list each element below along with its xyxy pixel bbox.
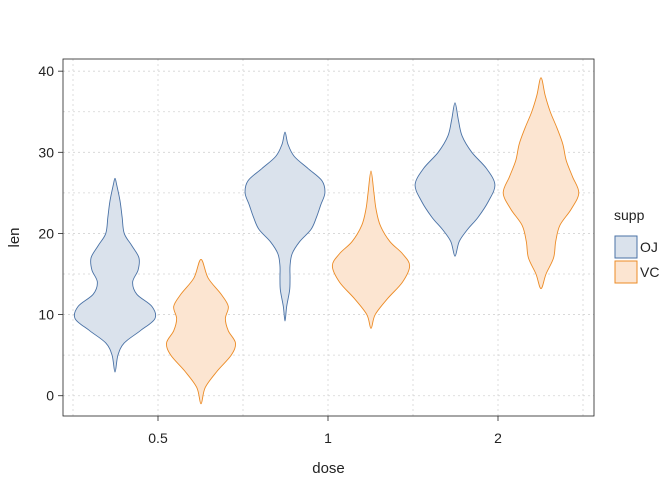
violin-oj-dose-0_5: [73, 177, 157, 373]
violin-vc-dose-1: [331, 170, 411, 329]
violin-oj-dose-1: [244, 131, 326, 322]
legend-label-vc: VC: [640, 264, 659, 280]
grid-lines: [63, 59, 594, 416]
axes: 0 10 20 30 40 0.5 1 2: [38, 63, 502, 446]
y-tick-label: 30: [38, 144, 54, 160]
violins: [73, 77, 580, 405]
legend-label-oj: OJ: [640, 239, 658, 255]
plot-panel-border: [62, 58, 595, 417]
y-tick-label: 40: [38, 63, 54, 79]
y-tick-label: 20: [38, 225, 54, 241]
y-tick-label: 10: [38, 307, 54, 323]
y-axis-title: len: [6, 227, 23, 247]
violin-oj-dose-2: [414, 102, 496, 257]
x-tick-label: 1: [324, 430, 332, 446]
legend-items: OJ VC: [614, 235, 659, 284]
x-tick-label: 2: [494, 430, 502, 446]
legend-title: supp: [614, 207, 645, 223]
x-axis-title: dose: [312, 460, 345, 477]
legend-key-vc: [614, 260, 638, 284]
y-tick-label: 0: [46, 388, 54, 404]
legend-key-oj: [614, 235, 638, 259]
x-tick-label: 0.5: [148, 430, 168, 446]
legend: supp OJ VC: [614, 207, 659, 284]
violin-vc-dose-0_5: [166, 258, 236, 405]
violin-vc-dose-2: [502, 77, 580, 290]
